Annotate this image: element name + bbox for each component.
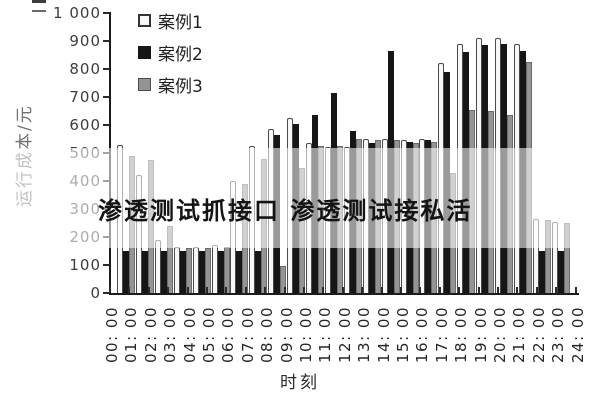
watermark-text: 渗透测试抓接口 渗透测试接私活 xyxy=(98,197,473,225)
x-tick-mark xyxy=(206,287,208,293)
x-tick-mark xyxy=(458,287,461,293)
x-axis-line xyxy=(109,293,579,295)
x-tick-label: 23: 00 xyxy=(549,306,568,363)
x-tick-mark xyxy=(109,287,111,293)
x-tick-label: 14: 00 xyxy=(374,306,393,363)
legend: 案例1 案例2 案例3 xyxy=(138,10,203,106)
y-tick-label: 800 xyxy=(69,60,101,78)
bar-案例2-02:00 xyxy=(160,251,167,293)
x-tick-label: 13: 00 xyxy=(355,306,374,363)
y-tick-mark xyxy=(103,96,109,98)
bar-案例3-04:00 xyxy=(204,248,211,293)
x-tick-label: 07: 00 xyxy=(238,306,257,363)
legend-swatch-案例1 xyxy=(138,13,151,27)
legend-label-案例3: 案例3 xyxy=(158,76,203,97)
x-tick-label: 16: 00 xyxy=(413,306,432,363)
x-tick-label: 24: 00 xyxy=(568,306,587,363)
x-tick-label: 19: 00 xyxy=(471,306,490,363)
x-tick-mark xyxy=(380,287,383,293)
x-tick-mark xyxy=(497,287,499,293)
x-tick-mark xyxy=(186,287,189,293)
x-tick-mark xyxy=(574,287,577,293)
x-tick-mark xyxy=(477,287,480,293)
x-tick-label: 18: 00 xyxy=(452,306,471,363)
x-tick-mark xyxy=(555,287,558,293)
x-tick-label: 20: 00 xyxy=(491,306,509,363)
legend-swatch-案例2 xyxy=(138,45,151,59)
y-tick-mark xyxy=(103,124,109,126)
bar-案例2-23:00 xyxy=(557,251,564,293)
bar-案例2-01:00 xyxy=(141,251,148,293)
x-tick-mark xyxy=(438,287,441,293)
bar-案例3-03:00 xyxy=(185,248,192,293)
x-tick-mark xyxy=(303,287,305,293)
y-tick-mark xyxy=(103,264,109,266)
x-tick-mark xyxy=(341,287,344,293)
x-tick-mark xyxy=(516,287,519,293)
x-tick-mark xyxy=(147,287,150,293)
cropped-glyph-artifact xyxy=(32,0,46,12)
x-tick-label: 11: 00 xyxy=(316,306,335,363)
x-tick-label: 03: 00 xyxy=(161,306,180,363)
x-tick-label: 15: 00 xyxy=(394,306,412,363)
bar-案例3-08:00 xyxy=(280,266,287,293)
legend-swatch-案例3 xyxy=(138,77,151,91)
legend-item-案例3: 案例3 xyxy=(138,74,203,97)
bar-案例2-07:00 xyxy=(255,251,262,293)
x-tick-label: 01: 00 xyxy=(122,306,141,363)
bar-案例2-05:00 xyxy=(217,251,224,293)
x-tick-label: 21: 00 xyxy=(510,306,529,363)
x-tick-mark xyxy=(419,287,422,293)
x-tick-mark xyxy=(283,287,286,293)
x-tick-mark xyxy=(264,287,267,293)
y-tick-mark xyxy=(103,292,109,294)
x-tick-mark xyxy=(361,287,364,293)
x-tick-label: 06: 00 xyxy=(219,306,238,363)
x-axis-title: 时刻 xyxy=(280,373,320,393)
watermark-background-band xyxy=(0,148,600,248)
y-tick-label: 700 xyxy=(69,88,101,106)
legend-item-案例2: 案例2 xyxy=(138,42,203,65)
x-tick-label: 10: 00 xyxy=(297,306,315,363)
x-tick-label: 05: 00 xyxy=(200,306,218,363)
x-tick-mark xyxy=(322,287,325,293)
legend-label-案例1: 案例1 xyxy=(158,12,203,33)
legend-label-案例2: 案例2 xyxy=(158,44,203,65)
y-tick-mark xyxy=(103,12,109,14)
legend-item-案例1: 案例1 xyxy=(138,10,203,33)
x-tick-label: 12: 00 xyxy=(335,306,354,363)
x-tick-label: 02: 00 xyxy=(141,306,160,363)
x-tick-label: 04: 00 xyxy=(180,306,199,363)
y-tick-label: 0 xyxy=(90,284,101,302)
y-tick-mark xyxy=(103,40,109,42)
bar-案例2-00:00 xyxy=(123,251,129,293)
y-tick-mark xyxy=(103,68,109,70)
x-tick-mark xyxy=(128,287,131,293)
bar-案例2-06:00 xyxy=(236,251,243,293)
x-tick-mark xyxy=(535,287,538,293)
x-tick-mark xyxy=(400,287,402,293)
y-tick-label: 900 xyxy=(69,32,101,50)
x-tick-label: 00: 00 xyxy=(103,306,121,363)
y-tick-label: 1 000 xyxy=(53,4,101,22)
x-tick-label: 17: 00 xyxy=(432,306,451,363)
x-tick-mark xyxy=(167,287,170,293)
bar-案例2-03:00 xyxy=(179,251,186,293)
bar-案例2-22:00 xyxy=(538,251,545,293)
y-tick-label: 100 xyxy=(69,256,101,274)
y-tick-label: 600 xyxy=(69,116,101,134)
bar-案例2-04:00 xyxy=(198,251,205,293)
x-tick-mark xyxy=(225,287,228,293)
x-tick-mark xyxy=(244,287,247,293)
x-tick-label: 09: 00 xyxy=(277,306,296,363)
x-tick-label: 22: 00 xyxy=(529,306,548,363)
x-tick-label: 08: 00 xyxy=(258,306,277,363)
